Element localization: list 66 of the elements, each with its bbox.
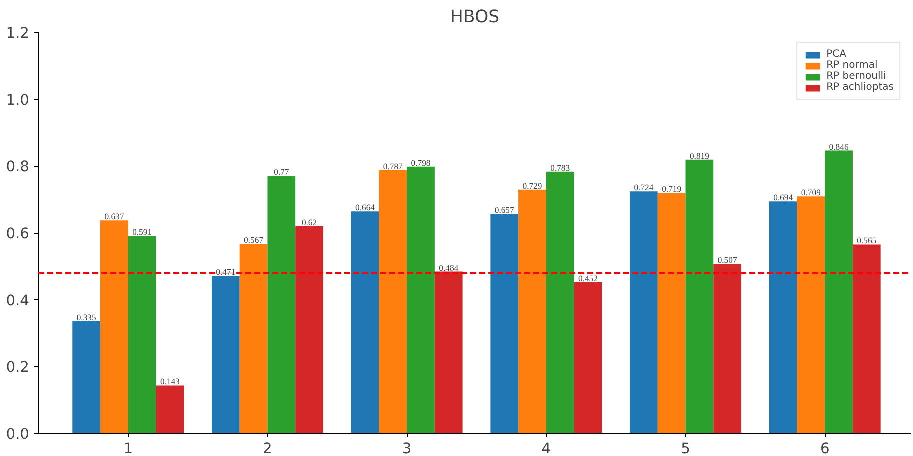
legend-label: PCA [826,49,847,60]
bar [379,170,408,434]
bar [268,176,296,434]
data-label: 0.335 [76,312,96,323]
data-label: 0.724 [634,182,654,193]
data-label: 0.798 [411,158,431,168]
bar [546,172,574,434]
data-label: 0.664 [356,202,376,213]
bar [825,150,853,434]
legend-label: RP bernoulli [826,71,886,82]
data-label: 0.819 [690,150,710,161]
y-tick-label: 0.0 [6,426,30,443]
y-tick-label: 0.2 [6,359,30,376]
bar [128,236,156,434]
bar [797,196,826,434]
data-label: 0.471 [216,267,236,278]
bar [72,322,101,434]
bar [714,264,742,434]
x-tick-label: 1 [124,440,134,456]
data-label: 0.657 [494,204,516,215]
bar [518,190,546,434]
data-label: 0.507 [718,255,738,266]
y-tick-label: 0.6 [6,226,30,242]
data-label: 0.77 [274,167,290,178]
bar [100,220,128,434]
data-label: 0.484 [439,262,460,273]
x-tick-label: 6 [820,440,830,456]
legend-label: RP achlioptas [826,82,894,93]
bar [852,244,881,434]
bar [212,276,240,434]
bar [407,166,435,434]
data-label: 0.565 [857,236,877,246]
data-label: 0.694 [774,192,794,203]
bar [686,160,714,434]
data-label: 0.62 [302,217,318,228]
y-tick-label: 0.8 [6,158,30,176]
bar [769,202,798,434]
bar [658,193,686,434]
bar [574,282,602,434]
y-tick-label: 1.2 [6,25,30,42]
legend-label: RP normal [826,60,878,71]
x-tick-label: 4 [542,440,552,456]
data-label: 0.846 [829,142,850,152]
data-label: 0.709 [801,188,821,198]
data-label: 0.783 [550,162,570,173]
bar [351,212,380,434]
data-label: 0.637 [104,212,125,222]
data-label: 0.787 [383,162,404,172]
bar [630,192,658,434]
data-label: 0.567 [244,235,264,246]
bar [156,386,184,434]
bar [434,272,463,434]
bar [296,226,324,434]
y-tick-label: 1.0 [6,92,30,109]
data-label: 0.143 [160,376,180,387]
x-tick-label: 3 [402,440,412,456]
data-label: 0.452 [578,273,598,284]
bar [240,244,268,434]
x-tick-label: 5 [681,440,690,456]
y-tick-label: 0.4 [6,292,30,310]
data-label: 0.591 [132,227,152,238]
data-label: 0.729 [522,180,542,191]
x-tick-label: 2 [263,440,272,456]
data-label: 0.719 [662,184,682,194]
chart-title: HBOS [450,8,500,28]
bar [490,214,519,434]
